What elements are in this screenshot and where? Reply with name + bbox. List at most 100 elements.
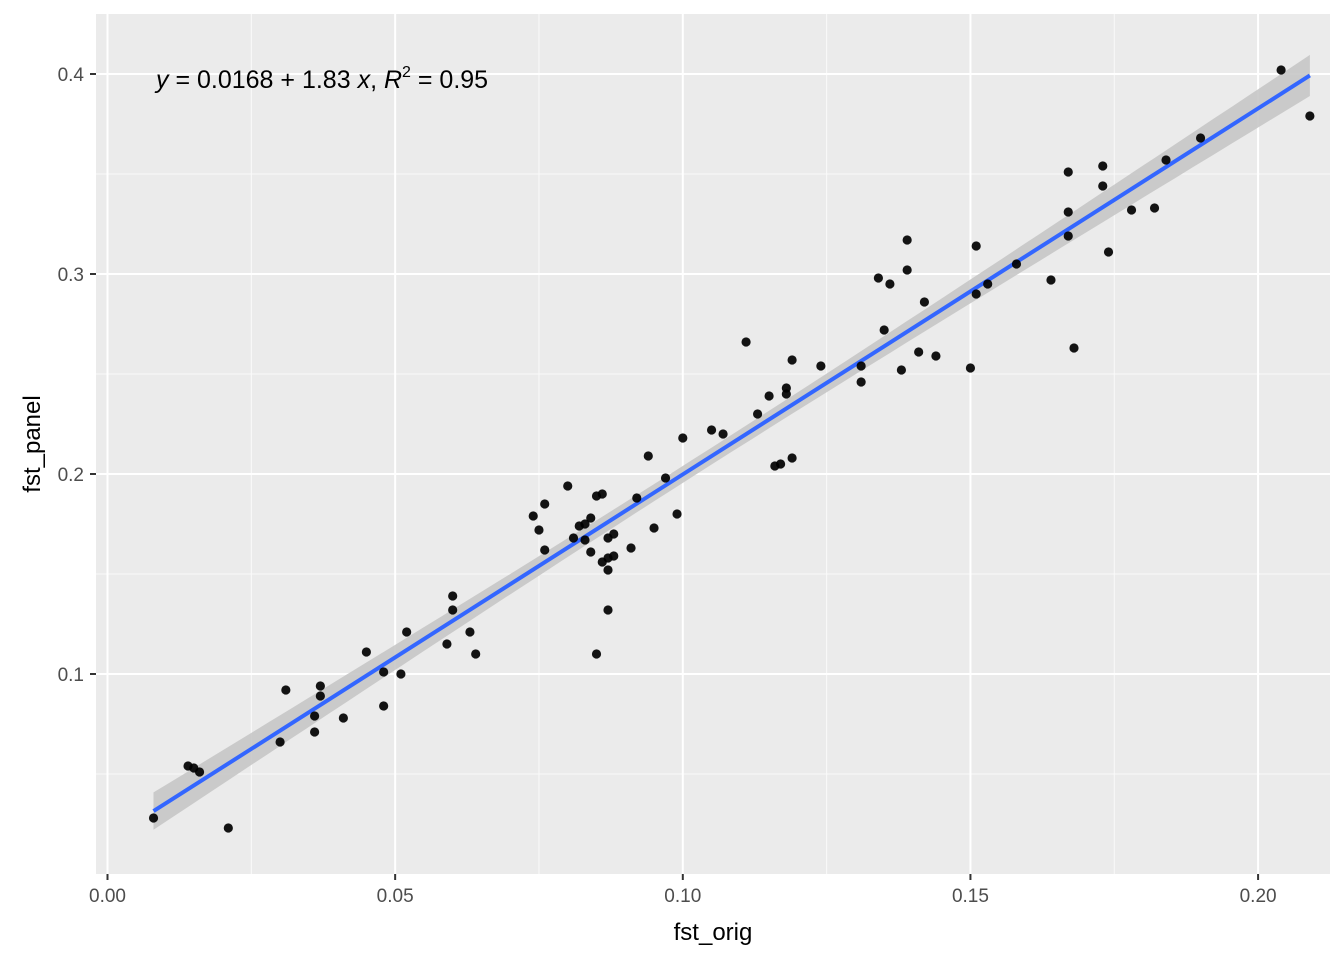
y-tick-label: 0.3 — [58, 265, 84, 286]
data-point — [914, 347, 924, 357]
data-point — [315, 691, 325, 701]
x-axis-title: fst_orig — [674, 919, 753, 946]
data-point — [931, 351, 941, 361]
data-point — [787, 355, 797, 365]
data-point — [1195, 133, 1206, 143]
data-point — [609, 529, 619, 539]
data-point — [660, 473, 671, 483]
data-point — [586, 513, 596, 523]
data-point — [609, 551, 619, 561]
data-point — [983, 279, 993, 289]
data-point — [1063, 231, 1073, 241]
data-point — [896, 365, 907, 375]
data-point — [764, 391, 774, 401]
data-point — [448, 605, 458, 615]
data-point — [678, 433, 688, 443]
y-tick-label: 0.1 — [58, 665, 84, 686]
data-point — [1063, 167, 1073, 177]
data-point — [597, 489, 607, 499]
x-tick-label: 0.20 — [1240, 886, 1277, 907]
data-point — [971, 241, 981, 251]
data-point — [315, 681, 325, 691]
data-point — [310, 711, 320, 721]
data-point — [856, 361, 866, 371]
data-point — [591, 649, 602, 659]
data-point — [528, 511, 538, 521]
data-point — [919, 297, 930, 307]
data-point — [396, 669, 406, 679]
annotation-r-var: R — [384, 66, 402, 94]
data-point — [338, 713, 348, 723]
data-point — [902, 235, 912, 245]
data-point — [361, 647, 371, 657]
data-point — [471, 649, 481, 659]
data-point — [643, 451, 653, 461]
data-point — [706, 425, 717, 435]
data-point — [1305, 111, 1315, 121]
x-axis-ticks: 0.00 0.05 0.10 0.15 0.20 — [89, 874, 1277, 907]
major-gridlines — [96, 14, 1330, 874]
data-point — [281, 685, 291, 695]
data-point — [1126, 205, 1137, 215]
annotation-r-value: = 0.95 — [411, 66, 488, 94]
data-points — [148, 65, 1315, 833]
data-point — [775, 459, 786, 469]
annotation-y-var: y — [154, 66, 170, 94]
data-point — [1276, 65, 1286, 75]
data-point — [310, 727, 320, 737]
data-point — [856, 377, 866, 387]
data-point — [902, 265, 912, 275]
data-point — [1098, 161, 1108, 171]
data-point — [787, 453, 797, 463]
data-point — [448, 591, 458, 601]
data-point — [672, 509, 682, 519]
data-point — [1046, 275, 1056, 285]
data-point — [1069, 343, 1079, 353]
data-point — [379, 667, 389, 677]
data-point — [885, 279, 895, 289]
x-tick-label: 0.15 — [952, 886, 989, 907]
data-point — [148, 813, 159, 823]
data-point — [632, 493, 642, 503]
data-point — [580, 535, 590, 545]
data-point — [879, 325, 889, 335]
data-point — [534, 525, 544, 535]
data-point — [580, 519, 590, 529]
regression-line — [152, 73, 1311, 813]
data-point — [442, 639, 452, 649]
data-point — [379, 701, 389, 711]
y-axis-title: fst_panel — [19, 395, 46, 492]
data-point — [275, 737, 285, 747]
data-point — [1103, 247, 1114, 257]
data-point — [816, 361, 826, 371]
data-point — [563, 481, 573, 491]
annotation-r-exp: 2 — [402, 64, 411, 81]
regression-annotation: y = 0.0168 + 1.83 x, R2 = 0.95 — [154, 64, 488, 94]
data-point — [718, 429, 728, 439]
data-point — [586, 547, 596, 557]
x-tick-label: 0.00 — [89, 886, 126, 907]
annotation-comma: , — [370, 66, 384, 94]
minor-gridlines — [96, 14, 1330, 874]
data-point — [626, 543, 636, 553]
data-point — [603, 565, 613, 575]
data-point — [1063, 207, 1073, 217]
data-point — [873, 273, 883, 283]
data-point — [649, 523, 659, 533]
data-point — [402, 627, 412, 637]
data-point — [1011, 259, 1022, 269]
y-axis-ticks: 0.1 0.2 0.3 0.4 — [58, 65, 96, 686]
data-point — [194, 767, 205, 777]
data-point — [603, 605, 613, 615]
data-point — [1149, 203, 1160, 213]
y-tick-label: 0.2 — [58, 465, 84, 486]
y-tick-label: 0.4 — [58, 65, 85, 86]
data-point — [781, 389, 791, 399]
data-point — [741, 337, 751, 347]
annotation-equation: = 0.0168 + 1.83 — [169, 66, 358, 94]
annotation-x-var: x — [357, 66, 372, 94]
data-point — [971, 289, 981, 299]
data-point — [540, 499, 550, 509]
data-point — [568, 533, 579, 543]
